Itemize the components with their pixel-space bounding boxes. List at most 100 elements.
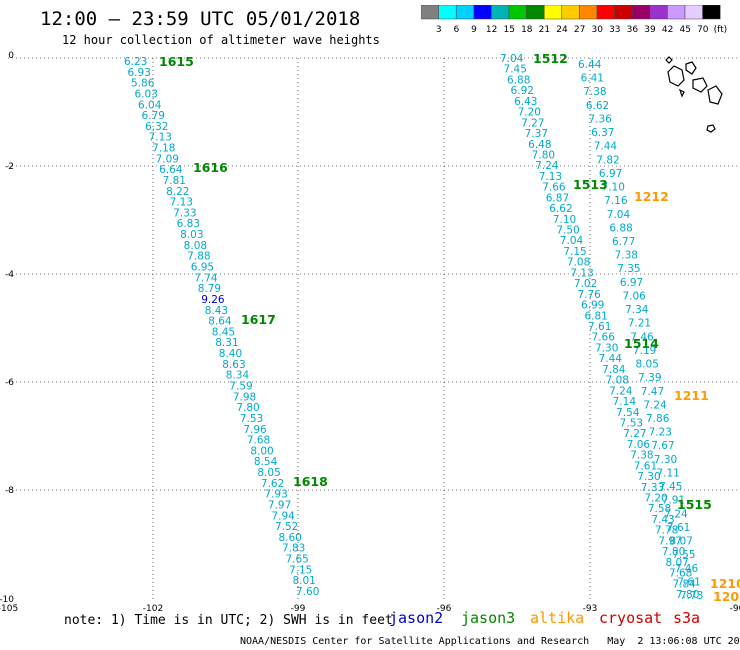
wave-height-value: 7.44 xyxy=(599,353,623,365)
wave-height-value: 6.04 xyxy=(138,99,162,111)
wave-height-value: 8.34 xyxy=(226,370,250,382)
wave-height-value: 6.41 xyxy=(581,73,604,85)
legend-label: 18 xyxy=(521,25,533,35)
wave-height-value: 8.08 xyxy=(184,240,207,252)
wave-height-value: 7.13 xyxy=(539,171,562,183)
wave-height-value: 6.43 xyxy=(514,96,537,108)
wave-height-value: 7.08 xyxy=(606,375,629,387)
island-outline xyxy=(678,88,685,98)
wave-height-value: 8.07 xyxy=(665,557,688,569)
wave-height-value: 6.95 xyxy=(191,262,214,274)
wave-height-value: 8.60 xyxy=(278,532,301,544)
x-tick-label: -90 xyxy=(730,604,740,614)
pass-time-label: 1515 xyxy=(677,497,712,512)
legend-label: 39 xyxy=(644,25,656,35)
legend-label: (ft) xyxy=(714,25,728,35)
wave-height-value: 7.68 xyxy=(669,568,692,580)
wave-height-value: 7.04 xyxy=(500,53,524,65)
pass-time-label: 1212 xyxy=(634,189,669,204)
wave-height-value: 8.63 xyxy=(222,359,245,371)
wave-height-value: 7.91 xyxy=(662,495,685,507)
wave-height-value: 7.14 xyxy=(613,396,637,408)
wave-height-value: 7.13 xyxy=(570,267,593,279)
wave-height-value: 8.43 xyxy=(205,305,228,317)
wave-height-value: 8.05 xyxy=(636,359,659,371)
wave-height-value: 7.24 xyxy=(535,160,559,172)
wave-height-value: 7.73 xyxy=(680,590,703,602)
wave-height-value: 6.81 xyxy=(584,310,607,322)
page-title: 12:00 – 23:59 UTC 05/01/2018 xyxy=(40,8,361,30)
legend-label: 24 xyxy=(556,25,568,35)
wave-height-value: 8.07 xyxy=(670,536,693,548)
wave-height-value: 6.37 xyxy=(591,127,614,139)
x-tick-label: -96 xyxy=(437,604,452,614)
galapagos-islands xyxy=(665,56,723,133)
wave-height-value: 6.62 xyxy=(586,100,609,112)
wave-height-value: 7.15 xyxy=(289,564,312,576)
wave-height-value: 7.76 xyxy=(577,289,601,301)
wave-height-value: 7.24 xyxy=(643,399,667,411)
wave-height-value: 7.61 xyxy=(634,460,657,472)
wave-height-value: 7.10 xyxy=(602,182,625,194)
y-tick-label: 0 xyxy=(8,51,14,61)
y-tick-label: -10 xyxy=(0,595,14,605)
wave-height-value: 7.50 xyxy=(556,225,579,237)
wave-height-value: 8.45 xyxy=(212,326,235,338)
wave-height-value: 7.97 xyxy=(268,499,291,511)
legend-label: 3 xyxy=(436,25,442,35)
wave-height-value: 7.78 xyxy=(655,525,678,537)
note-text: note: 1) Time is in UTC; 2) SWH is in fe… xyxy=(64,613,393,628)
wave-height-value: 6.93 xyxy=(128,67,151,79)
wave-height-value: 7.38 xyxy=(615,250,638,262)
wave-height-value: 7.27 xyxy=(623,428,646,440)
wave-height-value: 7.37 xyxy=(525,128,548,140)
wave-height-value: 7.55 xyxy=(672,549,695,561)
legend-label: 30 xyxy=(591,25,603,35)
wave-height-value: 7.61 xyxy=(588,321,611,333)
wave-height-value: 7.38 xyxy=(583,86,606,98)
pass-time-label: 1618 xyxy=(293,474,328,489)
wave-height-value: 7.24 xyxy=(664,508,688,520)
wave-height-value: 6.64 xyxy=(159,164,183,176)
wave-height-value: 7.18 xyxy=(152,143,175,155)
wave-height-value: 7.98 xyxy=(233,391,256,403)
wave-height-value: 5.86 xyxy=(131,78,155,90)
wave-height-value: 7.30 xyxy=(637,471,660,483)
wave-height-value: 7.33 xyxy=(173,207,196,219)
legend-swatch xyxy=(473,5,492,20)
legend-swatch xyxy=(649,5,668,20)
wave-height-value: 7.93 xyxy=(264,489,287,501)
wave-height-value: 6.48 xyxy=(528,139,551,151)
wave-height-value: 8.79 xyxy=(198,283,221,295)
x-tick-label: -93 xyxy=(583,604,598,614)
wave-height-value: 7.47 xyxy=(641,386,664,398)
wave-height-value: 7.16 xyxy=(604,195,628,207)
legend-label: 42 xyxy=(662,25,673,35)
y-tick-label: -2 xyxy=(5,162,14,172)
wave-height-value: 8.64 xyxy=(208,316,232,328)
wave-height-value: 7.86 xyxy=(646,413,670,425)
satellite-jason3: jason3 xyxy=(461,609,516,627)
y-tick-label: -6 xyxy=(5,378,14,388)
wave-height-value: 7.38 xyxy=(630,450,653,462)
legend-label: 6 xyxy=(454,25,460,35)
island-outline xyxy=(707,85,723,105)
track-labels: 1615 1616 1617 1618 1512 1513 1514 1515 1212 1211… xyxy=(159,51,740,604)
wave-height-value: 7.46 xyxy=(675,563,699,575)
wave-height-value: 7.04 xyxy=(607,209,631,221)
satellite-s3a: s3a xyxy=(673,609,701,627)
legend-swatch xyxy=(543,5,563,20)
wave-height-value: 7.53 xyxy=(240,413,263,425)
x-tick-label: -99 xyxy=(291,604,306,614)
wave-height-value: 7.67 xyxy=(651,440,674,452)
island-outline xyxy=(685,61,697,75)
wave-height-value: 8.01 xyxy=(292,575,315,587)
wave-height-value: 7.88 xyxy=(187,251,210,263)
wave-height-value: 6.32 xyxy=(145,121,168,133)
pass-time-label: 1513 xyxy=(573,177,608,192)
legend-swatch xyxy=(455,5,475,20)
wave-height-value: 7.94 xyxy=(271,510,295,522)
wave-height-value: 7.60 xyxy=(296,586,319,598)
legend-swatch xyxy=(508,5,527,20)
wave-height-value: 7.39 xyxy=(638,372,661,384)
